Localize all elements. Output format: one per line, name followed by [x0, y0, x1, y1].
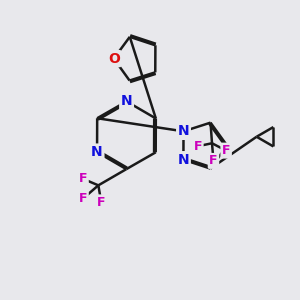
Text: O: O: [108, 52, 120, 66]
Text: F: F: [79, 172, 87, 185]
Text: F: F: [79, 192, 87, 205]
Text: F: F: [222, 144, 230, 157]
Text: F: F: [97, 196, 106, 209]
Text: N: N: [178, 124, 189, 138]
Text: F: F: [194, 140, 202, 153]
Text: N: N: [178, 153, 189, 167]
Text: N: N: [121, 94, 132, 108]
Text: N: N: [91, 145, 103, 159]
Text: F: F: [209, 154, 218, 167]
